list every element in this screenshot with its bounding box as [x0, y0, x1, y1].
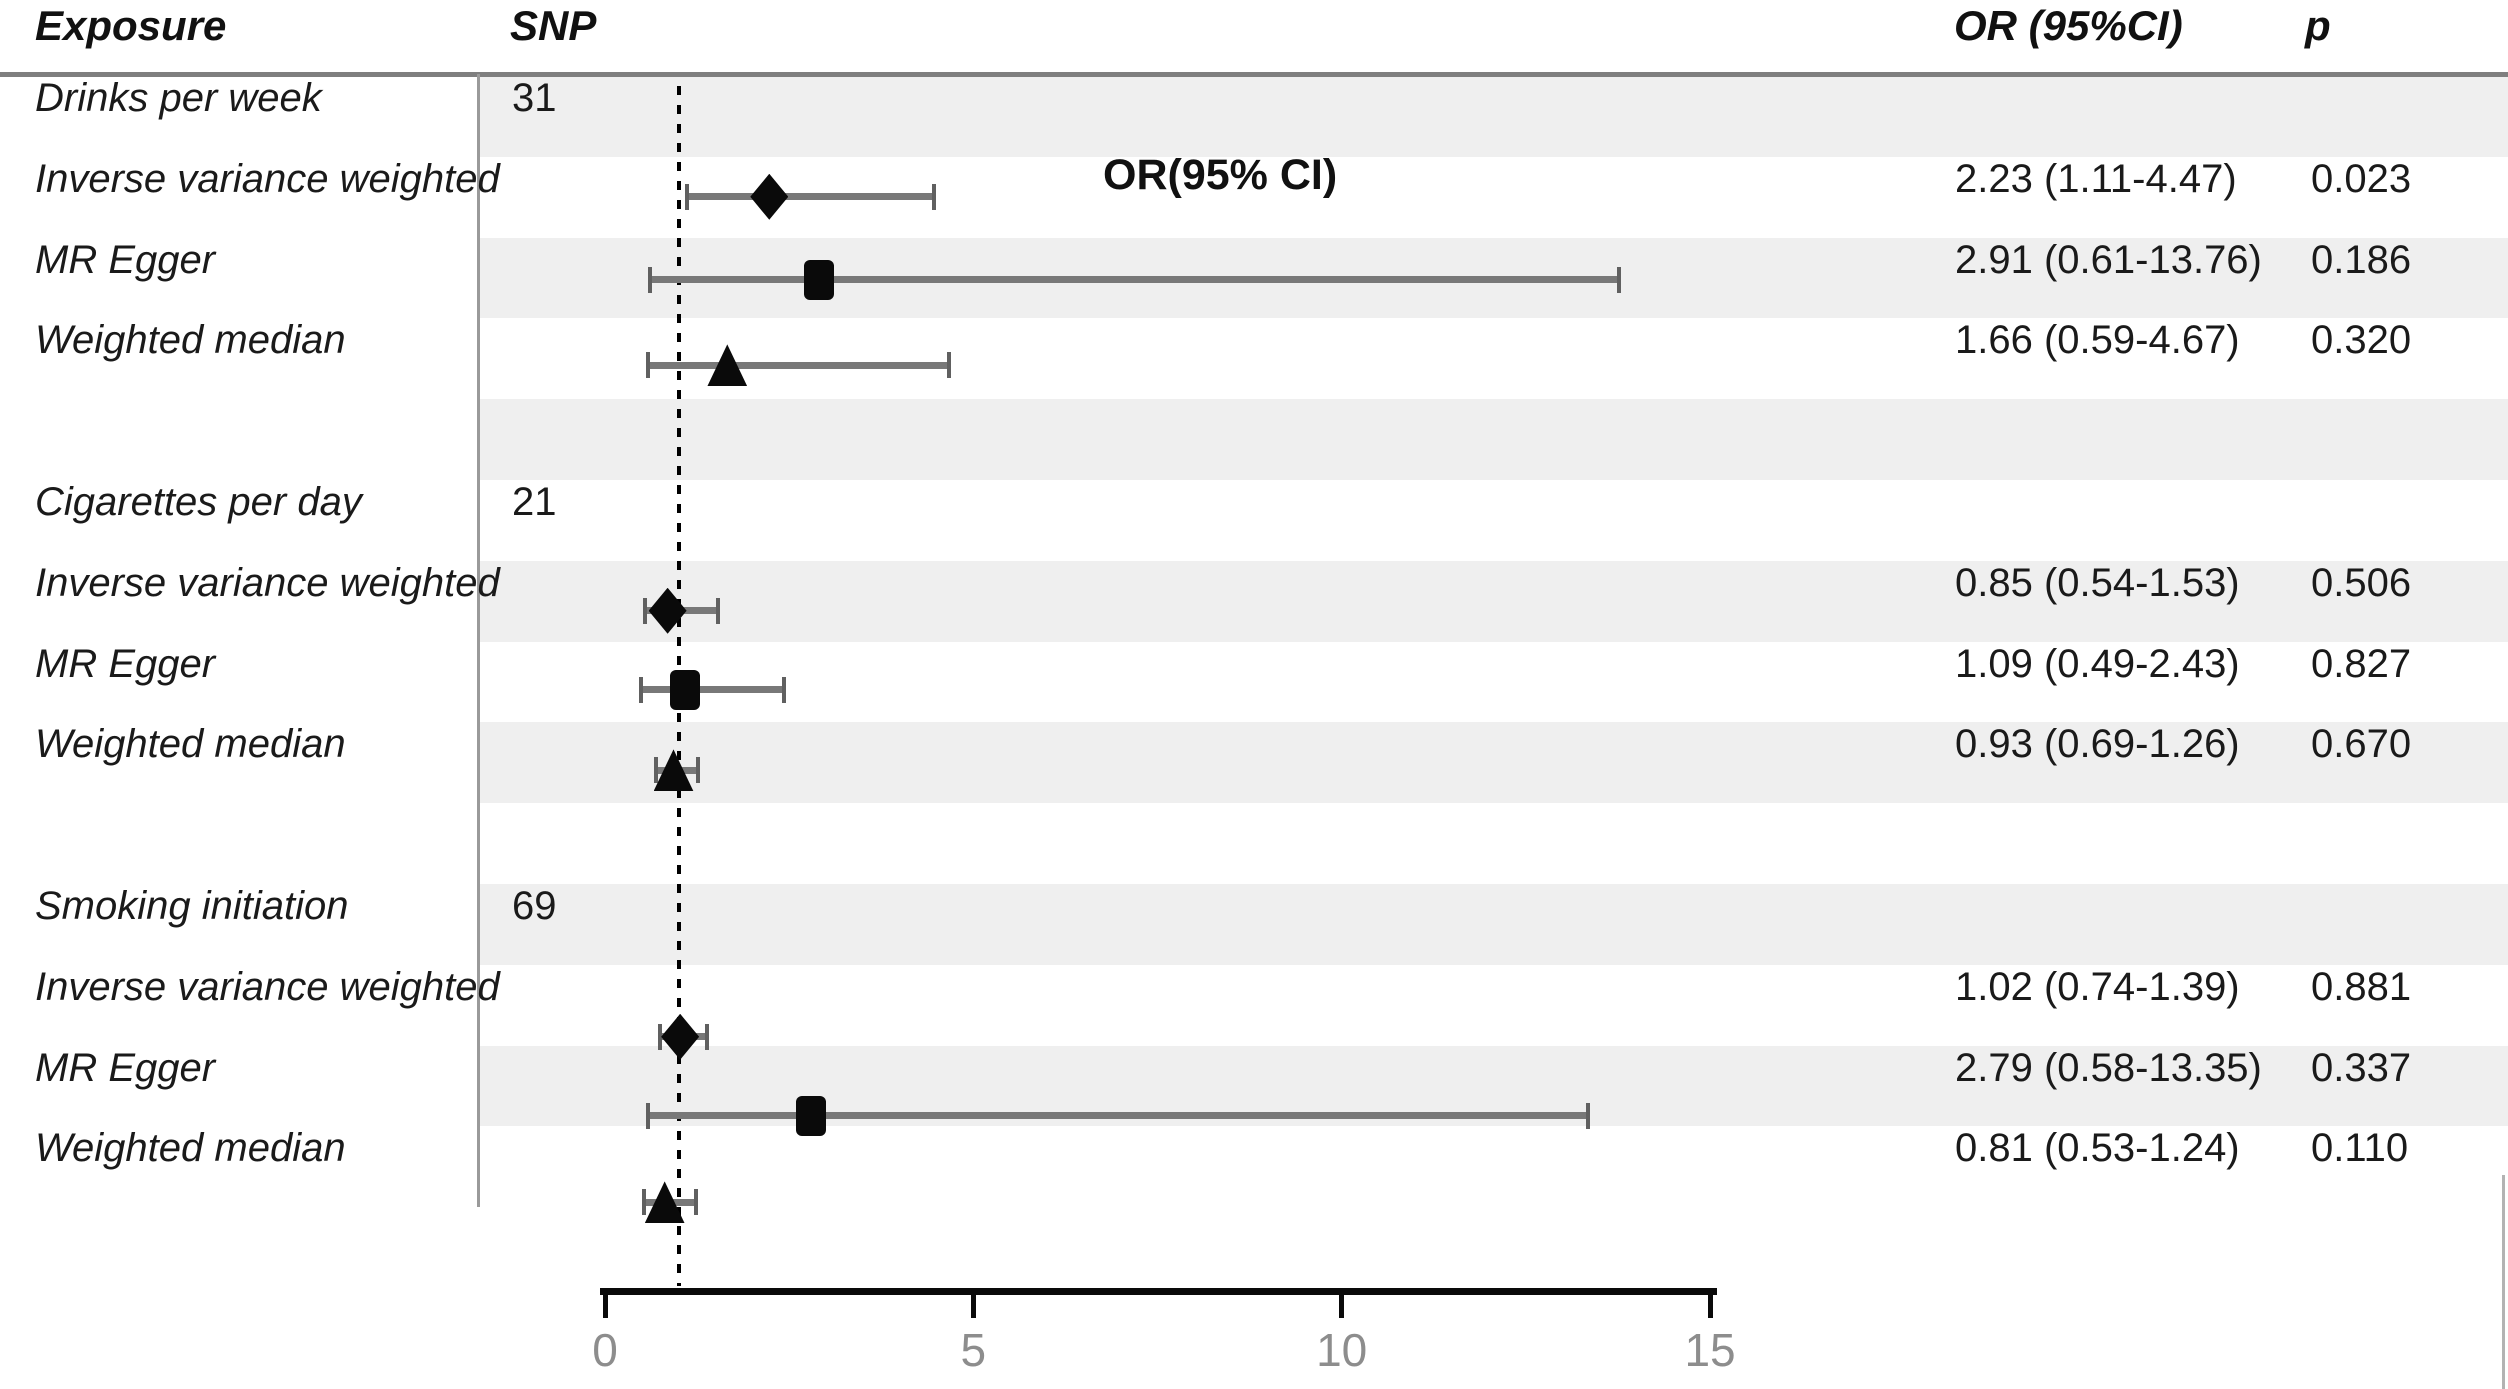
ci-cap-right — [695, 757, 700, 784]
exposure-label: Smoking initiation — [35, 884, 349, 928]
x-axis-tick — [1339, 1295, 1345, 1318]
or-ci-value: 0.93 (0.69-1.26) — [1955, 722, 2240, 767]
ci-cap-left — [642, 1189, 647, 1216]
exposure-label: Cigarettes per day — [35, 480, 362, 524]
square-marker — [670, 669, 701, 710]
ci-bar — [647, 1112, 1589, 1120]
ci-cap-left — [646, 352, 651, 379]
or-ci-value: 1.02 (0.74-1.39) — [1955, 964, 2240, 1009]
method-label: Inverse variance weighted — [35, 964, 500, 1009]
row-band — [477, 76, 2508, 157]
or-ci-value: 2.23 (1.11-4.47) — [1955, 156, 2237, 201]
or-ci-value: 1.66 (0.59-4.67) — [1955, 318, 2240, 363]
or-ci-value: 2.79 (0.58-13.35) — [1955, 1045, 2262, 1090]
ci-cap-left — [642, 597, 647, 624]
ci-bar — [641, 686, 784, 694]
ci-cap-left — [645, 1102, 650, 1129]
method-label: Inverse variance weighted — [35, 560, 500, 605]
column-header-or-ci: OR (95%CI) — [1954, 2, 2183, 49]
p-value: 0.023 — [2311, 156, 2412, 201]
row-band — [477, 722, 2508, 804]
x-axis-tick — [602, 1295, 608, 1318]
or-ci-value: 1.09 (0.49-2.43) — [1955, 641, 2240, 686]
ci-cap-right — [705, 1023, 710, 1050]
header-rule — [0, 72, 2508, 77]
snp-count: 69 — [512, 884, 557, 928]
ci-cap-left — [653, 757, 658, 784]
ci-cap-right — [715, 597, 720, 624]
method-label: MR Egger — [35, 237, 216, 282]
p-value: 0.827 — [2311, 641, 2412, 686]
ci-cap-right — [1616, 266, 1621, 293]
method-label: Weighted median — [35, 318, 346, 363]
snp-count: 31 — [512, 76, 557, 120]
square-marker — [795, 1095, 826, 1136]
ci-cap-right — [947, 352, 952, 379]
ci-cap-right — [932, 183, 937, 210]
ci-cap-right — [1586, 1102, 1591, 1129]
x-axis-tick — [1707, 1295, 1713, 1318]
x-axis-tick — [970, 1295, 976, 1318]
or-ci-value: 2.91 (0.61-13.76) — [1955, 237, 2262, 282]
square-marker — [804, 259, 835, 300]
ci-cap-left — [684, 183, 689, 210]
column-separator-line — [477, 74, 480, 1207]
exposure-label: Drinks per week — [35, 76, 322, 120]
p-value: 0.506 — [2311, 560, 2412, 605]
column-header-snp: SNP — [510, 2, 597, 49]
ci-bar — [686, 193, 935, 201]
method-label: Weighted median — [35, 722, 346, 767]
or-ci-value: 0.85 (0.54-1.53) — [1955, 560, 2240, 605]
or-ci-value: 0.81 (0.53-1.24) — [1955, 1126, 2240, 1171]
row-band — [477, 560, 2508, 642]
x-axis-line — [600, 1288, 1717, 1295]
ci-cap-right — [694, 1189, 699, 1216]
x-axis-tick-label: 10 — [1316, 1324, 1368, 1376]
method-label: MR Egger — [35, 641, 216, 686]
row-band — [477, 884, 2508, 965]
p-value: 0.670 — [2311, 722, 2412, 767]
x-axis-tick-label: 0 — [592, 1324, 618, 1376]
ci-bar — [649, 276, 1619, 284]
ci-cap-left — [639, 676, 644, 703]
ci-bar — [648, 361, 950, 369]
p-value: 0.186 — [2311, 237, 2412, 282]
ci-cap-right — [782, 676, 787, 703]
column-header-exposure: Exposure — [35, 2, 227, 49]
snp-count: 21 — [512, 480, 557, 524]
x-axis-tick-label: 15 — [1684, 1324, 1736, 1376]
diamond-marker — [750, 173, 789, 220]
p-value: 0.110 — [2311, 1126, 2409, 1171]
x-axis-tick-label: 5 — [960, 1324, 987, 1376]
method-label: Weighted median — [35, 1126, 346, 1171]
ci-cap-left — [647, 266, 652, 293]
method-label: MR Egger — [35, 1045, 216, 1090]
p-value: 0.320 — [2311, 318, 2412, 363]
p-value: 0.881 — [2311, 964, 2412, 1009]
method-label: Inverse variance weighted — [35, 156, 500, 201]
p-value: 0.337 — [2311, 1045, 2412, 1090]
plot-ci-label: OR(95% CI) — [1103, 151, 1338, 199]
column-header-p: p — [2305, 2, 2331, 49]
ci-cap-left — [657, 1023, 662, 1050]
row-band — [477, 399, 2508, 480]
right-edge-line — [2502, 1175, 2505, 1389]
